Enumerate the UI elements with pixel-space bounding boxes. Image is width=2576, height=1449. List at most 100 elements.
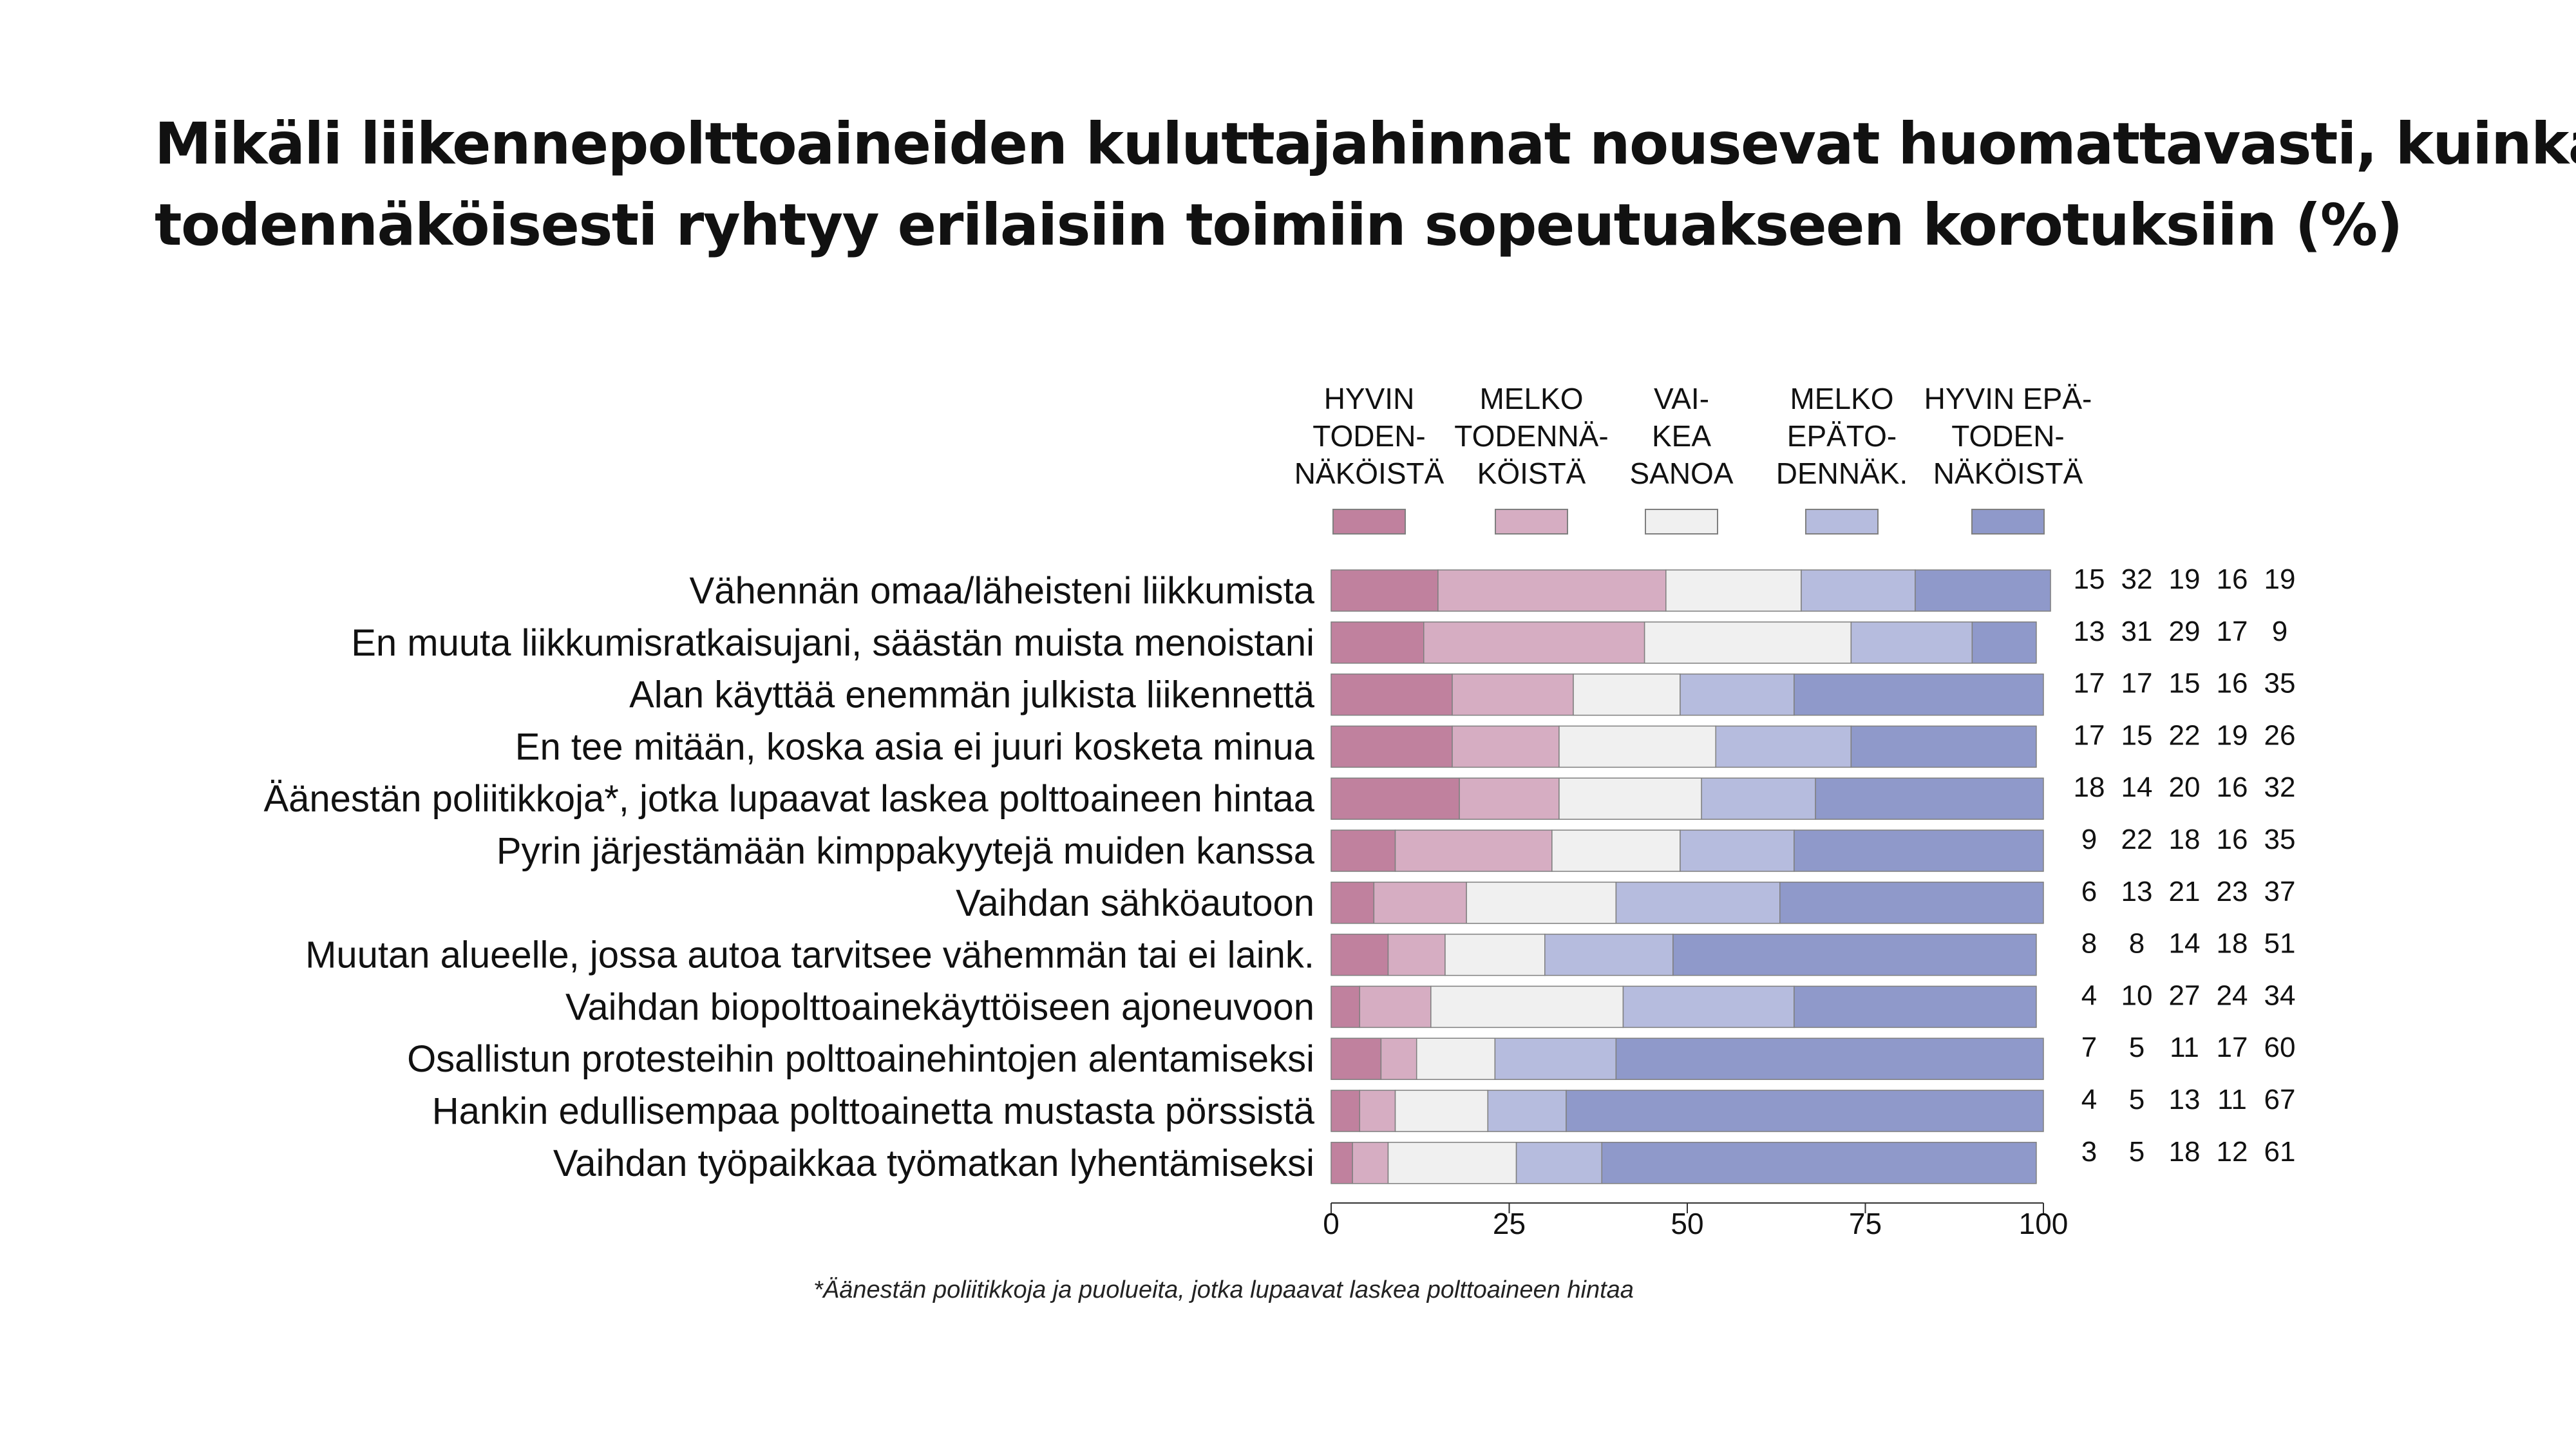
- bar-segment: [1566, 1090, 2044, 1132]
- category-label: Pyrin järjestämään kimppakyytejä muiden …: [497, 830, 1315, 872]
- value-label: 51: [2264, 928, 2296, 960]
- bar-segment: [1494, 1037, 1617, 1080]
- category-label: Vaihdan biopolttoainekäyttöiseen ajoneuv…: [565, 986, 1314, 1028]
- value-label: 16: [2217, 824, 2248, 855]
- bar-segment: [1373, 882, 1467, 924]
- bar-segment: [1331, 829, 1396, 872]
- bar-segment: [1359, 1090, 1396, 1132]
- bar-segment: [1801, 569, 1916, 612]
- value-label: 35: [2264, 824, 2296, 855]
- value-label: 18: [2217, 928, 2248, 960]
- value-label: 10: [2121, 980, 2153, 1011]
- legend-label: NÄKÖISTÄ: [1294, 457, 1444, 490]
- bar-segment: [1680, 673, 1795, 716]
- value-label: 32: [2264, 772, 2296, 803]
- value-label: 4: [2081, 1084, 2097, 1115]
- legend-label: TODENNÄ-: [1454, 419, 1608, 453]
- bar-segment: [1615, 1037, 2044, 1080]
- value-label: 19: [2169, 564, 2201, 595]
- bar-segment: [1331, 1142, 1353, 1184]
- legend-swatch: [1495, 509, 1568, 535]
- bar-segment: [1551, 829, 1681, 872]
- category-label: Äänestän poliitikkoja*, jotka lupaavat l…: [263, 778, 1314, 820]
- bar-segment: [1850, 621, 1973, 664]
- value-label: 18: [2169, 824, 2201, 855]
- bar-segment: [1815, 777, 2044, 820]
- x-tick-label: 0: [1323, 1207, 1340, 1240]
- legend-label: MELKO: [1790, 382, 1893, 415]
- value-label: 15: [2074, 564, 2105, 595]
- value-label: 6: [2081, 876, 2097, 907]
- bar-segment: [1665, 569, 1802, 612]
- value-label: 8: [2081, 928, 2097, 960]
- value-label: 19: [2264, 564, 2296, 595]
- legend-swatch: [1332, 509, 1406, 535]
- value-label: 17: [2074, 668, 2105, 699]
- legend-label: VAI-: [1654, 382, 1709, 415]
- legend-label: HYVIN EPÄ-: [1924, 382, 2092, 415]
- value-label: 4: [2081, 980, 2097, 1011]
- value-label: 34: [2264, 980, 2296, 1011]
- bar-segment: [1601, 1142, 2037, 1184]
- bar-segment: [1544, 933, 1674, 976]
- value-label: 60: [2264, 1032, 2296, 1063]
- value-label: 31: [2121, 616, 2153, 647]
- value-label: 16: [2217, 772, 2248, 803]
- value-label: 11: [2170, 1032, 2199, 1063]
- value-label: 17: [2217, 1032, 2248, 1063]
- value-label: 9: [2272, 616, 2287, 647]
- category-label: Vaihdan sähköautoon: [956, 882, 1314, 924]
- bar-segment: [1680, 829, 1795, 872]
- bar-segment: [1487, 1090, 1567, 1132]
- legend-label: KEA: [1652, 419, 1711, 453]
- value-label: 16: [2217, 668, 2248, 699]
- value-label: 9: [2081, 824, 2097, 855]
- value-label: 18: [2169, 1136, 2201, 1168]
- value-label: 14: [2169, 928, 2201, 960]
- bar-segment: [1394, 1090, 1489, 1132]
- value-label: 14: [2121, 772, 2153, 803]
- value-label: 5: [2129, 1136, 2145, 1168]
- bar-segment: [1459, 777, 1560, 820]
- bar-segment: [1331, 725, 1453, 768]
- bar-segment: [1331, 777, 1460, 820]
- x-tick-label: 100: [2019, 1207, 2069, 1240]
- value-label: 37: [2264, 876, 2296, 907]
- bar-segment: [1558, 777, 1702, 820]
- legend-label: SANOA: [1629, 457, 1733, 490]
- bar-segment: [1643, 621, 1852, 664]
- value-label: 24: [2217, 980, 2248, 1011]
- value-label: 5: [2129, 1084, 2145, 1115]
- legend-swatch: [1645, 509, 1718, 535]
- value-label: 8: [2129, 928, 2145, 960]
- bar-segment: [1430, 985, 1624, 1028]
- chart-title: Mikäli liikennepolttoaineiden kuluttajah…: [155, 103, 2576, 265]
- value-label: 13: [2169, 1084, 2201, 1115]
- bar-segment: [1387, 933, 1446, 976]
- value-label: 15: [2169, 668, 2201, 699]
- value-label: 23: [2217, 876, 2248, 907]
- bar-segment: [1850, 725, 2037, 768]
- value-label: 13: [2121, 876, 2153, 907]
- legend-label: KÖISTÄ: [1477, 457, 1586, 490]
- value-label: 29: [2169, 616, 2201, 647]
- value-label: 20: [2169, 772, 2201, 803]
- value-label: 17: [2121, 668, 2153, 699]
- legend-swatch: [1805, 509, 1879, 535]
- bar-segment: [1466, 882, 1617, 924]
- value-label: 13: [2074, 616, 2105, 647]
- category-label: Hankin edullisempaa polttoainetta mustas…: [432, 1090, 1315, 1132]
- legend-label: DENNÄK.: [1776, 457, 1908, 490]
- value-label: 15: [2121, 719, 2153, 751]
- bar-segment: [1672, 933, 2037, 976]
- title-line-1: Mikäli liikennepolttoaineiden kuluttajah…: [155, 110, 2576, 177]
- bar-segment: [1331, 673, 1453, 716]
- bar-segment: [1558, 725, 1716, 768]
- bar-segment: [1352, 1142, 1389, 1184]
- value-label: 12: [2217, 1136, 2248, 1168]
- bar-segment: [1331, 569, 1439, 612]
- x-tick-label: 50: [1671, 1207, 1703, 1240]
- value-label: 67: [2264, 1084, 2296, 1115]
- category-label: Vähennän omaa/läheisteni liikkumista: [690, 570, 1315, 612]
